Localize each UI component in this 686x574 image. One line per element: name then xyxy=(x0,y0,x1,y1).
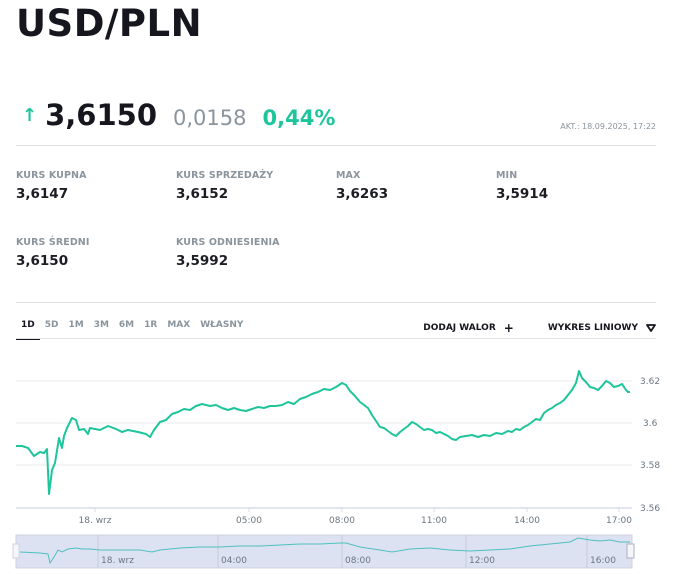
stat-value: 3,5992 xyxy=(176,253,229,269)
stat-value: 3,6147 xyxy=(16,186,69,202)
chart-navigator[interactable]: 18. wrz 04:00 08:00 12:00 16:00 xyxy=(12,534,635,569)
tab-custom[interactable]: WŁASNY xyxy=(200,320,244,330)
triangle-down-icon xyxy=(646,324,656,332)
stat-label: MAX xyxy=(336,170,361,181)
price-change: 0,0158 xyxy=(173,106,247,130)
tab-max[interactable]: MAX xyxy=(167,320,191,330)
navigator-label: 18. wrz xyxy=(101,556,134,566)
tab-1r[interactable]: 1R xyxy=(144,320,158,330)
add-asset-label: DODAJ WALOR xyxy=(423,323,496,333)
tab-1d[interactable]: 1D xyxy=(16,318,40,340)
stat-value: 3,6152 xyxy=(176,186,229,202)
x-tick: 11:00 xyxy=(421,516,447,526)
navigator-label: 16:00 xyxy=(590,556,616,566)
stat-max: MAX 3,6263 xyxy=(336,170,496,202)
stat-label: MIN xyxy=(496,170,518,181)
navigator-label: 12:00 xyxy=(469,556,495,566)
stat-label: KURS ODNIESIENIA xyxy=(176,237,280,248)
tabs-underline xyxy=(16,338,656,339)
stat-mid-rate: KURS ŚREDNI 3,6150 xyxy=(16,237,176,269)
tab-5d[interactable]: 5D xyxy=(44,320,59,330)
x-axis-labels: 18. wrz 05:00 08:00 11:00 14:00 17:00 xyxy=(79,516,633,526)
arrow-up-icon: ↑ xyxy=(22,105,38,126)
add-asset-button[interactable]: DODAJ WALOR + xyxy=(423,321,514,335)
y-axis-labels: 3.62 3.6 3.58 3.56 xyxy=(640,377,660,514)
page-title: USD/PLN xyxy=(16,2,203,45)
stat-buy-rate: KURS KUPNA 3,6147 xyxy=(16,170,176,202)
chart-type-dropdown[interactable]: WYKRES LINIOWY xyxy=(548,323,656,333)
y-tick: 3.6 xyxy=(643,419,658,429)
y-tick: 3.58 xyxy=(640,461,660,471)
range-tabs: 1D 5D 1M 3M 6M 1R MAX WŁASNY xyxy=(16,318,248,340)
chart-type-label: WYKRES LINIOWY xyxy=(547,323,638,333)
x-tick: 14:00 xyxy=(514,516,540,526)
y-tick: 3.62 xyxy=(640,377,660,387)
tab-1m[interactable]: 1M xyxy=(68,320,84,330)
update-timestamp: AKT.: 18.09.2025, 17:22 xyxy=(560,122,656,131)
stat-value: 3,6263 xyxy=(336,186,389,202)
divider xyxy=(16,145,656,146)
stat-label: KURS ŚREDNI xyxy=(16,237,90,248)
x-tick: 08:00 xyxy=(329,516,355,526)
x-tick: 17:00 xyxy=(606,516,632,526)
stat-label: KURS KUPNA xyxy=(16,170,87,181)
chart-actions: DODAJ WALOR + WYKRES LINIOWY xyxy=(389,321,656,335)
stat-value: 3,5914 xyxy=(496,186,549,202)
stat-min: MIN 3,5914 xyxy=(496,170,656,202)
plus-icon: + xyxy=(503,321,514,335)
navigator-label: 08:00 xyxy=(345,556,371,566)
tab-3m[interactable]: 3M xyxy=(93,320,109,330)
y-tick: 3.56 xyxy=(640,504,660,514)
stat-value: 3,6150 xyxy=(16,253,69,269)
quote-row: ↑ 3,6150 0,0158 0,44% AKT.: 18.09.2025, … xyxy=(16,98,656,138)
chart-grid xyxy=(16,380,632,512)
stat-reference-rate: KURS ODNIESIENIA 3,5992 xyxy=(176,237,336,269)
divider xyxy=(16,302,656,303)
price-change-percent: 0,44% xyxy=(262,106,336,130)
navigator-handle-left[interactable] xyxy=(12,543,20,559)
stat-sell-rate: KURS SPRZEDAŻY 3,6152 xyxy=(176,170,336,202)
stat-label: KURS SPRZEDAŻY xyxy=(176,170,274,181)
navigator-handle-right[interactable] xyxy=(626,543,635,559)
price-line xyxy=(16,370,630,495)
navigator-label: 04:00 xyxy=(221,556,247,566)
tab-6m[interactable]: 6M xyxy=(118,320,135,330)
x-tick: 18. wrz xyxy=(79,516,112,526)
x-tick: 05:00 xyxy=(236,516,262,526)
current-price: 3,6150 xyxy=(45,98,158,132)
